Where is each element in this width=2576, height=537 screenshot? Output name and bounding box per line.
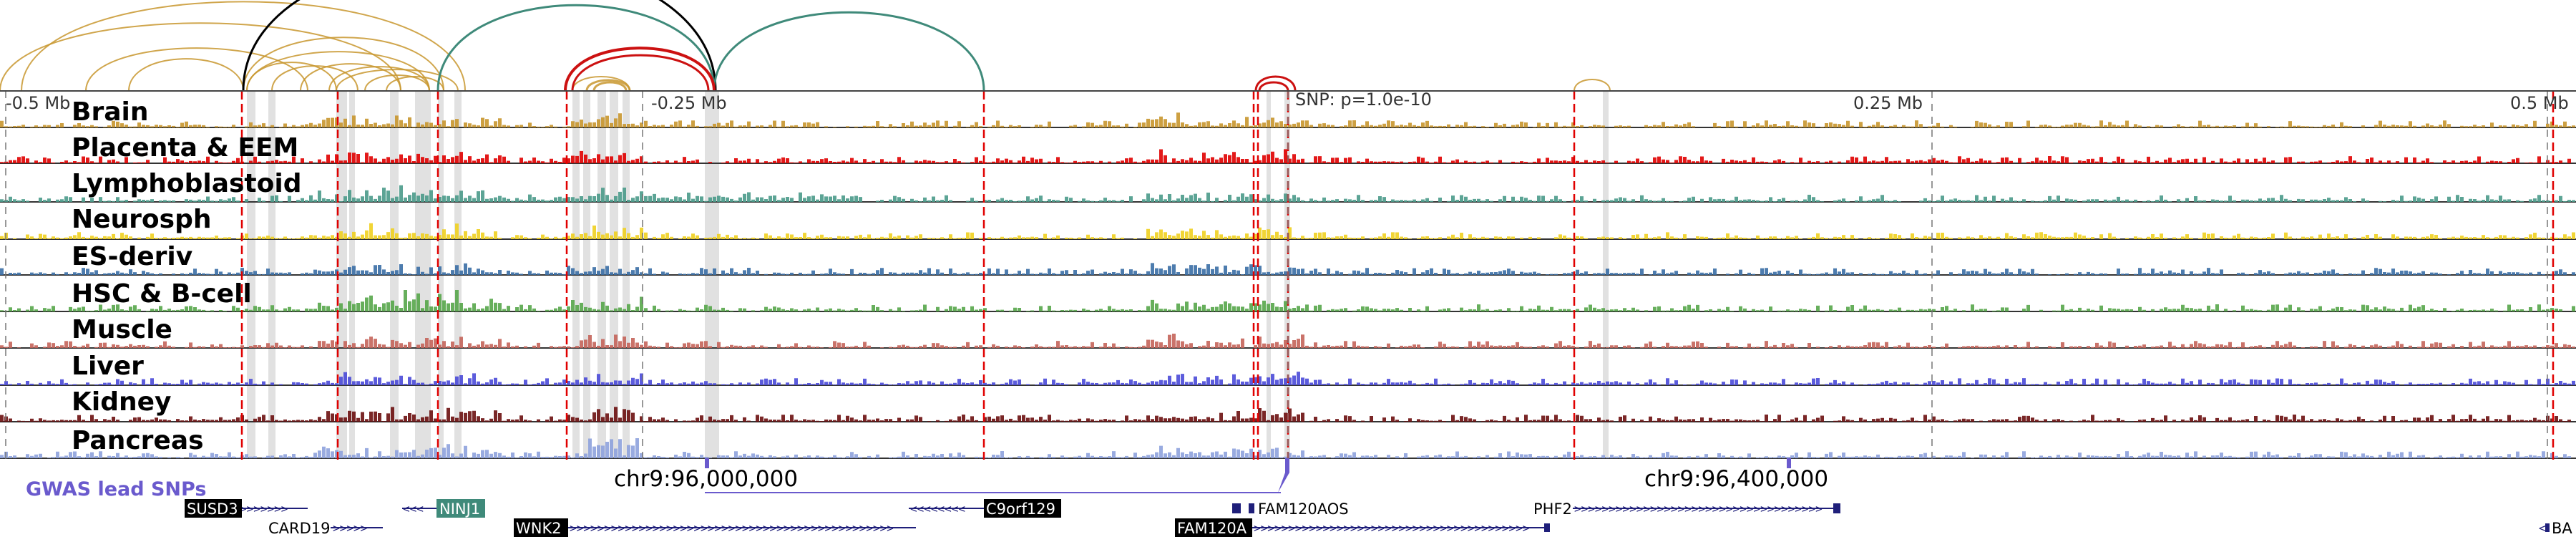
gene-phf2[interactable]: PHF2	[1533, 500, 1572, 518]
signal-bars	[0, 149, 2571, 163]
ruler-right-mid-label: 0.25 Mb	[1853, 93, 1923, 113]
interaction-arc	[364, 74, 430, 92]
gene-label-box	[514, 518, 568, 537]
coordinate-label-right: chr9:96,400,000	[1644, 466, 1828, 492]
track-label-liver: Liver	[72, 352, 144, 381]
gene-label-box	[984, 499, 1061, 518]
gene-ba[interactable]: BA	[2552, 520, 2572, 537]
gene-fam120aos[interactable]: FAM120AOS	[1258, 500, 1349, 518]
strand-arrows: >>>>>>>>>>>>>>>>>>>>>>>>>>>>>>>>>>>>	[1574, 502, 1823, 516]
interaction-arc	[386, 76, 444, 92]
gene-wnk2[interactable]: WNK2	[516, 520, 562, 537]
strand-arrows: <	[2539, 521, 2546, 535]
interaction-arc	[436, 4, 716, 92]
interaction-arcs	[0, 0, 1611, 92]
gene-card19[interactable]: CARD19	[268, 520, 331, 537]
gwas-label: GWAS lead SNPs	[26, 478, 206, 500]
gene-exon	[2545, 523, 2550, 532]
interaction-arc	[336, 69, 459, 92]
interaction-arc	[246, 51, 430, 92]
strand-arrows: <<<<<<<<	[910, 502, 965, 516]
gene-label-box	[185, 499, 242, 518]
gene-fam120a[interactable]: FAM120A	[1177, 520, 1247, 537]
ruler-right-label: 0.5 Mb	[2510, 93, 2569, 113]
track-label-pancreas: Pancreas	[72, 426, 204, 455]
track-label-muscle: Muscle	[72, 315, 172, 344]
interaction-arc	[713, 11, 985, 92]
interaction-arc	[585, 79, 631, 92]
strand-arrows: >>>>>>>	[240, 502, 288, 516]
interaction-arc	[242, 0, 717, 92]
interaction-arc	[300, 63, 401, 92]
interaction-arc	[0, 22, 401, 92]
gene-exon	[1544, 523, 1550, 532]
track-label-neurosph: Neurosph	[72, 205, 212, 234]
interaction-arc	[1254, 75, 1297, 92]
track-labels: Brain Placenta & EEM Lymphoblastoid Neur…	[72, 97, 302, 455]
ruler-left-mid-label: -0.25 Mb	[651, 93, 727, 113]
interaction-arc	[128, 58, 244, 92]
coordinate-label-left: chr9:96,000,000	[614, 466, 798, 492]
gwas-snp-marker[interactable]	[1285, 458, 1289, 473]
gene-ninj1[interactable]: NINJ1	[439, 500, 480, 518]
track-label-hsc-bcell: HSC & B-cell	[72, 279, 252, 309]
gene-track: >>>>>>> SUSD3 >>>>> CARD19 <<< NINJ1 WNK…	[185, 499, 2572, 537]
gene-label-box	[1175, 518, 1252, 537]
track-label-es-deriv: ES-deriv	[72, 242, 192, 271]
gwas-snp-marker[interactable]	[705, 458, 709, 468]
interaction-arc	[564, 47, 716, 92]
track-label-placenta: Placenta & EEM	[72, 133, 298, 163]
interaction-arc	[1258, 81, 1289, 92]
track-label-lymphoblastoid: Lymphoblastoid	[72, 169, 302, 198]
track-label-kidney: Kidney	[72, 387, 172, 417]
track-label-brain: Brain	[72, 97, 148, 127]
gene-c9orf129[interactable]: C9orf129	[986, 500, 1055, 518]
interaction-arc	[243, 37, 444, 92]
ruler-snp-label: SNP: p=1.0e-10	[1295, 90, 1432, 110]
highlight-lines	[5, 91, 2555, 460]
gene-exon	[1249, 503, 1254, 513]
strand-arrows: <<<	[403, 502, 424, 516]
ruler-left-label: -0.5 Mb	[6, 93, 70, 113]
interaction-arc	[571, 54, 710, 92]
gene-label-box	[436, 499, 485, 518]
interaction-arc	[328, 66, 430, 92]
ruler: -0.5 Mb -0.25 Mb SNP: p=1.0e-10 0.25 Mb …	[0, 90, 2576, 113]
gwas-snp-pointer	[1278, 473, 1289, 493]
gene-susd3[interactable]: SUSD3	[187, 500, 238, 518]
gene-exon	[1833, 503, 1840, 513]
strand-arrows: >>>>>	[333, 521, 367, 535]
interaction-arc	[85, 47, 308, 92]
gwas-row: GWAS lead SNPs	[26, 458, 1791, 500]
gene-exon	[1232, 503, 1241, 513]
interaction-arc	[592, 81, 628, 92]
interaction-arc	[21, 1, 466, 92]
strand-arrows: >>>>>>>>>>>>>>>>>>>>>>>>>>>>>>>>>>>>>>>>	[1254, 521, 1529, 535]
interaction-arc	[1574, 79, 1611, 92]
interaction-arc	[271, 65, 358, 92]
strand-arrows: >>>>>>>>>>>>>>>>>>>>>>>>>>>>>>>>>>>>>>>>…	[570, 521, 894, 535]
gwas-snp-marker[interactable]	[1787, 458, 1791, 468]
